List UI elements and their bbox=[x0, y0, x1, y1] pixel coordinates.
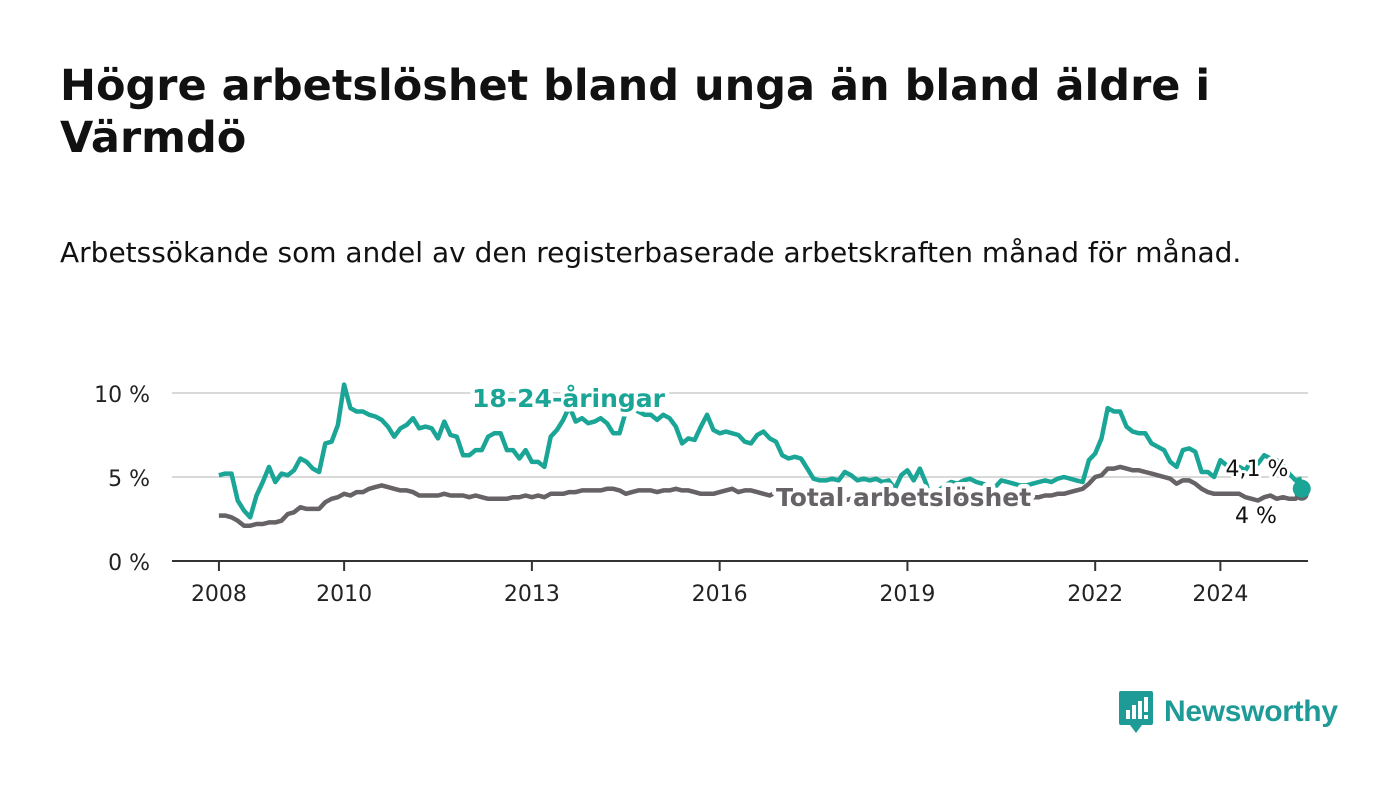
gridlines bbox=[172, 392, 1308, 478]
x-axis-ticks: 2008 2010 2013 2016 2019 2022 2024 bbox=[172, 560, 1308, 607]
series-label-total: Total arbetslöshet bbox=[776, 483, 1031, 512]
y-tick-label: 10 % bbox=[94, 383, 150, 408]
series-lines bbox=[218, 382, 1304, 528]
series-labels: 18-24-åringar Total arbetslöshet 4,1 % 4 % bbox=[468, 380, 1311, 532]
end-label-total: 4 % bbox=[1235, 504, 1277, 529]
x-tick-label: 2019 bbox=[879, 582, 935, 607]
newsworthy-logo-icon bbox=[1119, 691, 1153, 733]
x-tick-label: 2008 bbox=[191, 582, 247, 607]
end-label-youth: 4,1 % bbox=[1226, 457, 1289, 482]
x-tick-label: 2024 bbox=[1192, 582, 1248, 607]
x-tick-label: 2010 bbox=[316, 582, 372, 607]
series-label-youth: 18-24-åringar bbox=[472, 384, 666, 413]
x-tick-label: 2016 bbox=[692, 582, 748, 607]
chart-title: Högre arbetslöshet bland unga än bland ä… bbox=[60, 61, 1211, 163]
brand-name: Newsworthy bbox=[1164, 695, 1338, 728]
series-line-youth bbox=[218, 382, 1303, 520]
brand-logo[interactable]: Newsworthy bbox=[1118, 690, 1338, 734]
y-axis-ticks: 0 % 5 % 10 % bbox=[94, 383, 150, 576]
end-point-youth bbox=[1292, 479, 1311, 498]
x-tick-label: 2013 bbox=[504, 582, 560, 607]
series-line-total bbox=[218, 464, 1304, 528]
y-tick-label: 5 % bbox=[108, 467, 150, 492]
chart-subtitle: Arbetssökande som andel av den registerb… bbox=[60, 236, 1242, 269]
y-tick-label: 0 % bbox=[108, 551, 150, 576]
x-tick-label: 2022 bbox=[1067, 582, 1123, 607]
